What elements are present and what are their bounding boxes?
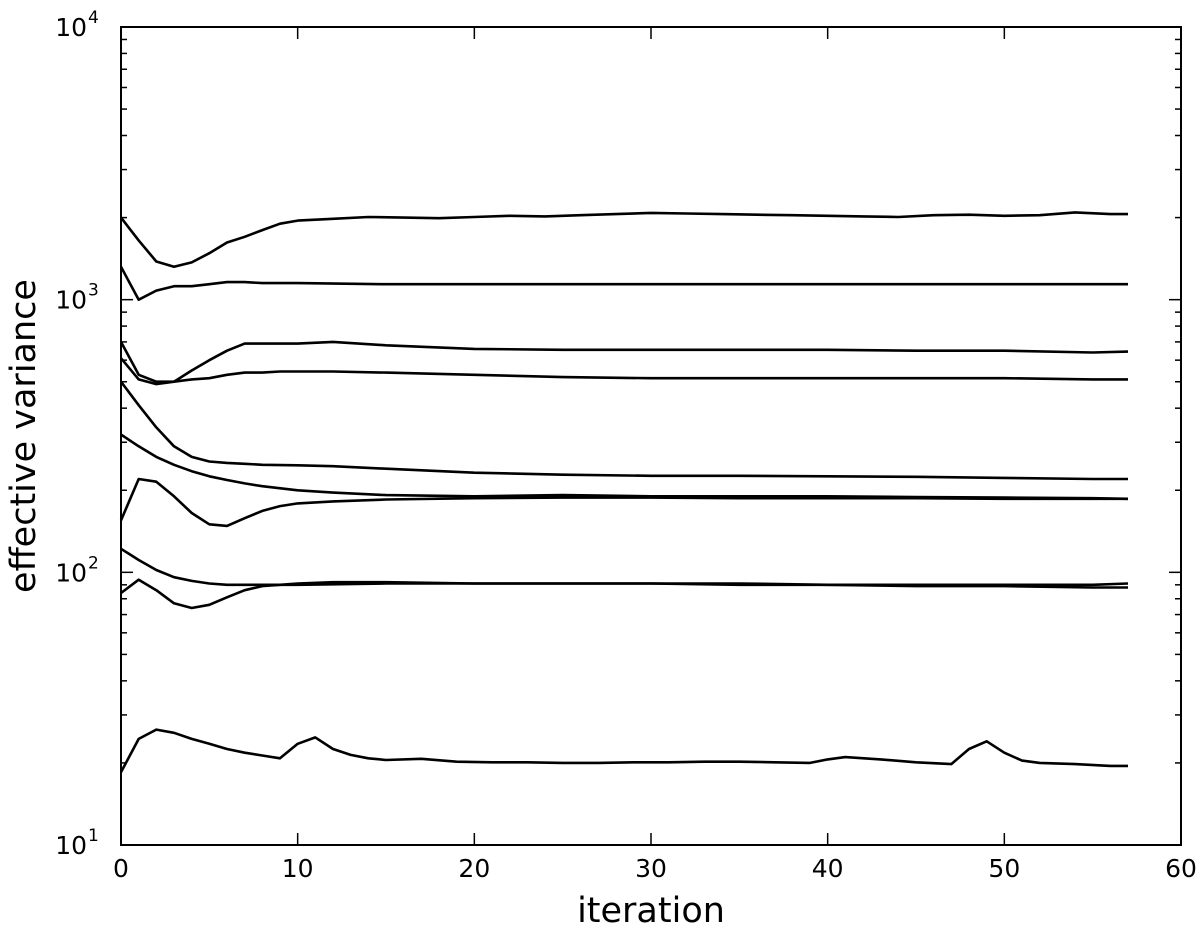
series-layer (119, 211, 1129, 773)
x-tick-label: 50 (988, 854, 1020, 883)
series-line-6 (120, 433, 1129, 501)
series-line-10 (119, 728, 1128, 773)
x-tick-label: 30 (635, 854, 667, 883)
series-line-7 (119, 477, 1128, 528)
y-tick-label-exponent: 1 (88, 826, 99, 846)
plot-frame (120, 26, 1182, 846)
series-line-9 (120, 578, 1128, 610)
y-tick-label-exponent: 3 (88, 281, 99, 301)
y-tick-label-exponent: 2 (88, 553, 99, 573)
x-tick-label: 10 (282, 854, 314, 883)
x-axis-label: iteration (577, 891, 725, 927)
y-tick-label: 10 (55, 286, 87, 315)
y-tick-label: 10 (55, 831, 87, 860)
series-line-5 (119, 380, 1128, 481)
x-tick-label: 40 (812, 854, 844, 883)
y-tick-label-exponent: 4 (88, 8, 99, 28)
series-line-1 (119, 211, 1128, 269)
y-tick-label: 10 (55, 13, 87, 42)
y-axis-label: effective variance (4, 279, 44, 593)
series-line-4 (120, 357, 1128, 386)
series-line-3 (119, 340, 1129, 384)
x-tick-label: 60 (1165, 854, 1197, 883)
x-tick-label: 0 (113, 854, 129, 883)
series-line-2 (119, 266, 1128, 302)
plot-background (121, 27, 1181, 845)
y-tick-label: 10 (55, 558, 87, 587)
x-tick-label: 20 (458, 854, 490, 883)
